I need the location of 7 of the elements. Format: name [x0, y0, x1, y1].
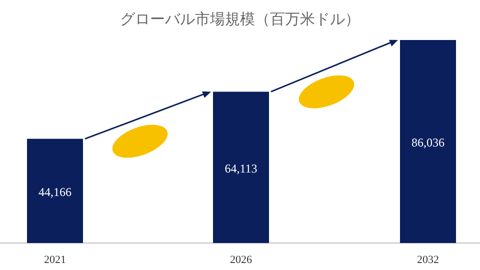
x-tick-label: 2026 — [230, 254, 252, 266]
x-tick-label: 2032 — [417, 254, 439, 266]
data-label: 44,166 — [38, 184, 72, 199]
data-label: 86,036 — [412, 136, 444, 150]
chart-title: グローバル市場規模（百万米ドル） — [120, 11, 360, 28]
x-tick-label: 2021 — [44, 254, 66, 266]
data-label: 64,113 — [224, 161, 258, 176]
